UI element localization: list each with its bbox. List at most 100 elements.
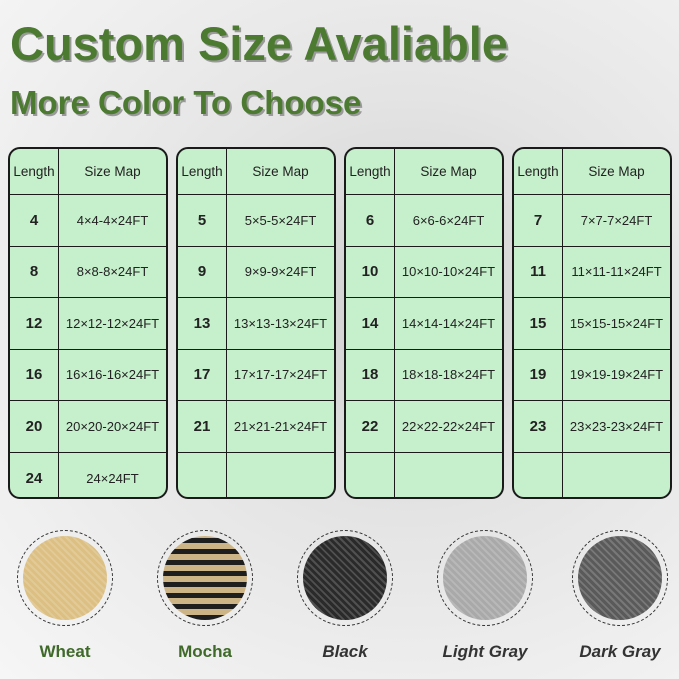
size-cell: 21×21-21×24FT	[233, 418, 328, 434]
table-row: 9 9×9-9×24FT	[178, 246, 334, 298]
size-cell: 13×13-13×24FT	[233, 315, 328, 331]
size-cell: 9×9-9×24FT	[244, 264, 317, 280]
size-cell: 17×17-17×24FT	[233, 367, 328, 383]
color-swatch-light-gray	[437, 530, 533, 626]
size-cell: 15×15-15×24FT	[569, 315, 664, 331]
size-table: Length Size Map 6 6×6-6×24FT 10 10×10-10×24FT…	[344, 147, 504, 499]
size-cell: 8×8-8×24FT	[76, 264, 149, 280]
size-cell: 5×5-5×24FT	[244, 212, 317, 228]
table-row: 6 6×6-6×24FT	[346, 195, 502, 247]
swatch-image	[578, 536, 662, 620]
table-row: 20 20×20-20×24FT	[10, 401, 166, 453]
table-row: 22 22×22-22×24FT	[346, 401, 502, 453]
table-row: 14 14×14-14×24FT	[346, 298, 502, 350]
size-cell	[395, 453, 502, 498]
table-row: 16 16×16-16×24FT	[10, 349, 166, 401]
size-cell: 24×24FT	[86, 470, 139, 486]
size-cell: 4×4-4×24FT	[76, 212, 149, 228]
swatch-image	[443, 536, 527, 620]
length-cell: 7	[514, 195, 563, 246]
table-row: 18 18×18-18×24FT	[346, 349, 502, 401]
table-row	[178, 452, 334, 498]
table-header: Length Size Map	[178, 149, 334, 195]
size-map-header: Size Map	[420, 164, 477, 179]
subheadline: More Color To Choose	[10, 84, 362, 121]
table-row: 5 5×5-5×24FT	[178, 195, 334, 247]
swatch-image	[23, 536, 107, 620]
length-cell: 4	[10, 195, 59, 246]
size-map-header: Size Map	[252, 164, 309, 179]
size-table: Length Size Map 5 5×5-5×24FT 9 9×9-9×24FT 13 13…	[176, 147, 336, 499]
length-cell: 14	[346, 298, 395, 349]
table-header: Length Size Map	[346, 149, 502, 195]
length-cell: 20	[10, 401, 59, 452]
length-cell: 5	[178, 195, 227, 246]
table-row: 15 15×15-15×24FT	[514, 298, 670, 350]
length-cell: 16	[10, 349, 59, 400]
length-cell: 17	[178, 349, 227, 400]
table-row: 7 7×7-7×24FT	[514, 195, 670, 247]
size-cell: 16×16-16×24FT	[65, 367, 160, 383]
size-map-header: Size Map	[588, 164, 645, 179]
swatch-image	[303, 536, 387, 620]
length-cell: 21	[178, 401, 227, 452]
color-swatch-wheat	[17, 530, 113, 626]
length-cell: 23	[514, 401, 563, 452]
color-label: Mocha	[178, 642, 232, 661]
size-cell: 18×18-18×24FT	[401, 367, 496, 383]
table-row: 17 17×17-17×24FT	[178, 349, 334, 401]
color-swatch-black	[297, 530, 393, 626]
size-cell: 10×10-10×24FT	[401, 264, 496, 280]
length-cell: 8	[10, 246, 59, 297]
size-cell: 12×12-12×24FT	[65, 315, 160, 331]
length-cell	[346, 452, 395, 497]
table-row: 24 24×24FT	[10, 452, 166, 497]
length-cell: 10	[346, 246, 395, 297]
table-header: Length Size Map	[10, 149, 166, 195]
length-cell: 15	[514, 298, 563, 349]
table-row: 8 8×8-8×24FT	[10, 246, 166, 298]
length-header: Length	[514, 149, 563, 194]
size-cell: 19×19-19×24FT	[569, 367, 664, 383]
length-cell: 18	[346, 349, 395, 400]
size-cell	[227, 453, 334, 498]
size-map-header: Size Map	[84, 164, 141, 179]
size-table: Length Size Map 4 4×4-4×24FT 8 8×8-8×24FT 12 12…	[8, 147, 168, 499]
size-cell: 20×20-20×24FT	[65, 418, 160, 434]
table-row	[514, 452, 670, 498]
length-cell: 9	[178, 246, 227, 297]
length-header: Length	[178, 149, 227, 194]
length-cell: 22	[346, 401, 395, 452]
size-cell	[563, 453, 670, 498]
size-cell: 7×7-7×24FT	[580, 212, 653, 228]
length-header: Length	[10, 149, 59, 194]
size-cell: 14×14-14×24FT	[401, 315, 496, 331]
color-label: Dark Gray	[579, 642, 661, 661]
color-swatch-mocha	[157, 530, 253, 626]
table-header: Length Size Map	[514, 149, 670, 195]
size-cell: 22×22-22×24FT	[401, 418, 496, 434]
table-row: 21 21×21-21×24FT	[178, 401, 334, 453]
table-row	[346, 452, 502, 498]
length-cell	[514, 452, 563, 497]
color-label: Black	[322, 642, 368, 661]
length-cell: 11	[514, 246, 563, 297]
table-row: 19 19×19-19×24FT	[514, 349, 670, 401]
table-row: 10 10×10-10×24FT	[346, 246, 502, 298]
headline: Custom Size Avaliable	[10, 17, 508, 70]
size-cell: 11×11-11×24FT	[571, 264, 662, 280]
table-row: 12 12×12-12×24FT	[10, 298, 166, 350]
size-cell: 6×6-6×24FT	[412, 212, 485, 228]
length-cell: 19	[514, 349, 563, 400]
size-table: Length Size Map 7 7×7-7×24FT 11 11×11-11×24FT…	[512, 147, 672, 499]
color-label: Wheat	[39, 642, 91, 661]
color-swatch-dark-gray	[572, 530, 668, 626]
color-label: Light Gray	[442, 642, 528, 661]
length-cell: 13	[178, 298, 227, 349]
length-cell: 12	[10, 298, 59, 349]
table-row: 4 4×4-4×24FT	[10, 195, 166, 247]
table-row: 11 11×11-11×24FT	[514, 246, 670, 298]
table-row: 13 13×13-13×24FT	[178, 298, 334, 350]
size-cell: 23×23-23×24FT	[569, 418, 664, 434]
